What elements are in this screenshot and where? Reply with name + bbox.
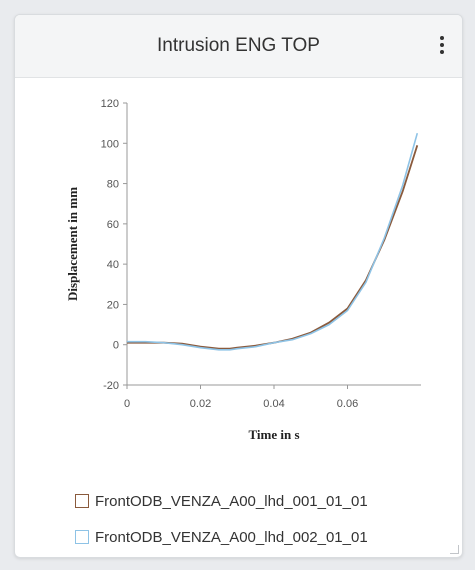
y-tick-label: 40 [107, 259, 119, 271]
x-tick-label: 0.04 [263, 398, 284, 410]
legend-item-series-2[interactable]: FrontODB_VENZA_A00_lhd_002_01_01 [75, 519, 368, 555]
x-tick-label: 0.06 [337, 398, 358, 410]
y-tick-label: 60 [107, 219, 119, 231]
y-tick-label: 20 [107, 299, 119, 311]
line-chart: -20 0 20 40 60 80 100 120 0 0.02 0.04 0.06 Time in … [65, 98, 421, 442]
y-tick-label: -20 [103, 380, 119, 392]
resize-handle[interactable] [450, 545, 459, 554]
y-axis-title: Displacement in mm [65, 187, 80, 301]
series-line-1 [127, 145, 419, 350]
chart-legend: FrontODB_VENZA_A00_lhd_001_01_01 FrontOD… [75, 483, 368, 555]
x-tick-label: 0.02 [190, 398, 211, 410]
more-vertical-icon[interactable] [430, 31, 454, 59]
legend-swatch [75, 530, 89, 544]
legend-label: FrontODB_VENZA_A00_lhd_002_01_01 [95, 528, 368, 546]
series-line-2 [127, 132, 419, 351]
widget-title: Intrusion ENG TOP [157, 35, 320, 56]
widget-header: Intrusion ENG TOP [15, 15, 462, 78]
y-tick-label: 120 [101, 98, 119, 110]
y-tick-label: 80 [107, 179, 119, 191]
y-tick-label: 0 [113, 340, 119, 352]
legend-item-series-1[interactable]: FrontODB_VENZA_A00_lhd_001_01_01 [75, 483, 368, 519]
x-tick-label: 0 [124, 398, 130, 410]
legend-swatch [75, 494, 89, 508]
chart-widget: Intrusion ENG TOP -20 0 20 40 60 80 100 120 0 0.0… [14, 14, 463, 558]
x-axis-title: Time in s [248, 427, 299, 442]
y-tick-label: 100 [101, 138, 119, 150]
legend-label: FrontODB_VENZA_A00_lhd_001_01_01 [95, 492, 368, 510]
